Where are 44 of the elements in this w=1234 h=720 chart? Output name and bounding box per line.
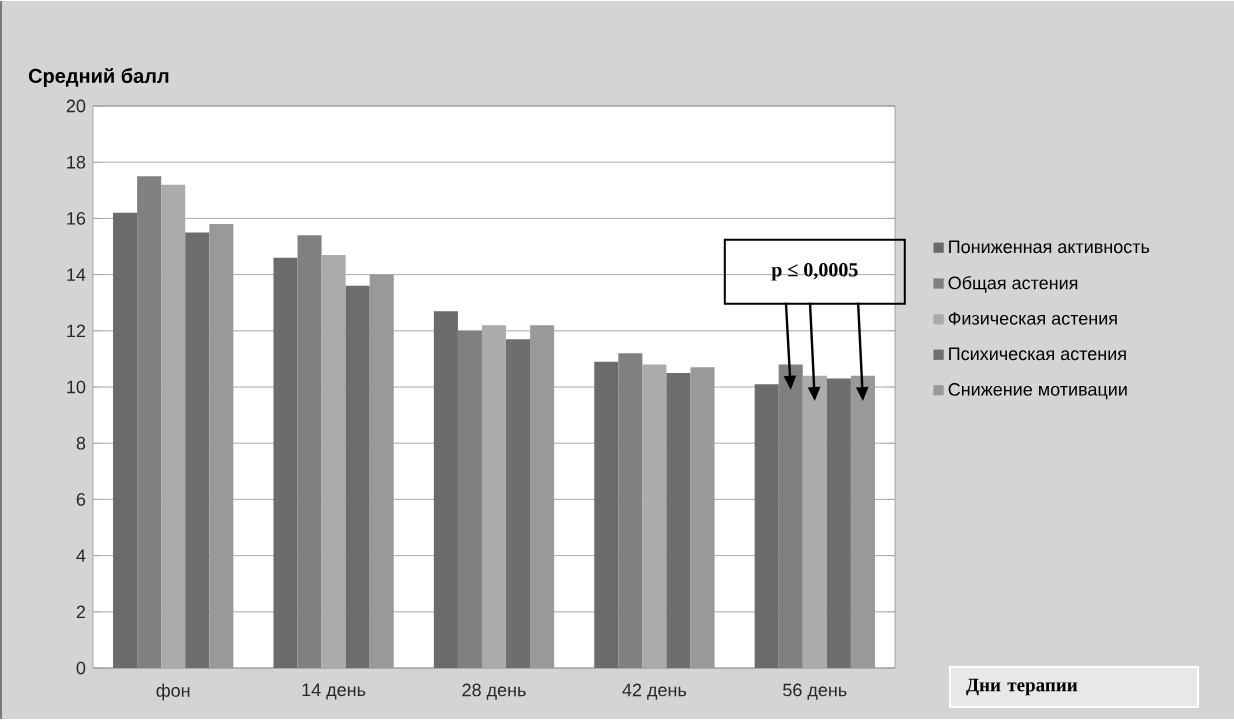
bar bbox=[802, 375, 827, 669]
x-tick-label: 28 день bbox=[462, 683, 526, 700]
bar bbox=[113, 212, 138, 669]
bar bbox=[137, 176, 162, 669]
y-tick-label: 18 bbox=[67, 155, 86, 169]
legend-label: Физическая астения bbox=[948, 312, 1117, 325]
bar bbox=[161, 184, 186, 669]
legend-label: Общая астения bbox=[948, 275, 1078, 293]
bar bbox=[457, 330, 482, 669]
bar bbox=[185, 232, 210, 669]
bar bbox=[345, 285, 370, 669]
y-tick-label: 6 bbox=[76, 493, 86, 506]
bar bbox=[618, 353, 643, 669]
bar bbox=[297, 235, 322, 669]
legend-label: Психическая астения bbox=[949, 347, 1126, 361]
bar bbox=[826, 378, 851, 669]
x-axis-title: Дни терапии bbox=[966, 678, 1078, 696]
bar bbox=[754, 384, 779, 669]
x-tick-label: 14 день bbox=[302, 683, 366, 700]
y-tick-label: 14 bbox=[67, 268, 86, 281]
y-tick-label: 10 bbox=[67, 380, 86, 394]
y-axis-title: Средний балл bbox=[28, 67, 169, 87]
legend-label: Пониженная активность bbox=[949, 240, 1150, 254]
legend-label: Снижение мотивации bbox=[948, 383, 1127, 400]
annotation: p ≤ 0,0005 bbox=[771, 263, 858, 281]
bar bbox=[273, 257, 298, 669]
x-tick-label: фон bbox=[156, 683, 190, 701]
bar bbox=[666, 372, 691, 669]
bar bbox=[506, 339, 531, 669]
bar bbox=[594, 361, 619, 669]
y-tick-label: 16 bbox=[67, 212, 86, 225]
bar bbox=[642, 364, 667, 669]
y-tick-label: 8 bbox=[76, 436, 86, 450]
bar bbox=[481, 325, 507, 669]
x-tick-label: 56 день bbox=[783, 683, 847, 700]
y-tick-label: 0 bbox=[76, 661, 86, 675]
bar bbox=[321, 254, 346, 669]
y-tick-label: 4 bbox=[76, 549, 86, 562]
bar bbox=[433, 311, 458, 669]
bar bbox=[778, 364, 803, 669]
y-tick-label: 12 bbox=[67, 324, 86, 338]
x-tick-label: 42 день bbox=[622, 683, 687, 700]
y-tick-label: 2 bbox=[76, 605, 86, 619]
y-tick-label: 20 bbox=[66, 99, 86, 113]
